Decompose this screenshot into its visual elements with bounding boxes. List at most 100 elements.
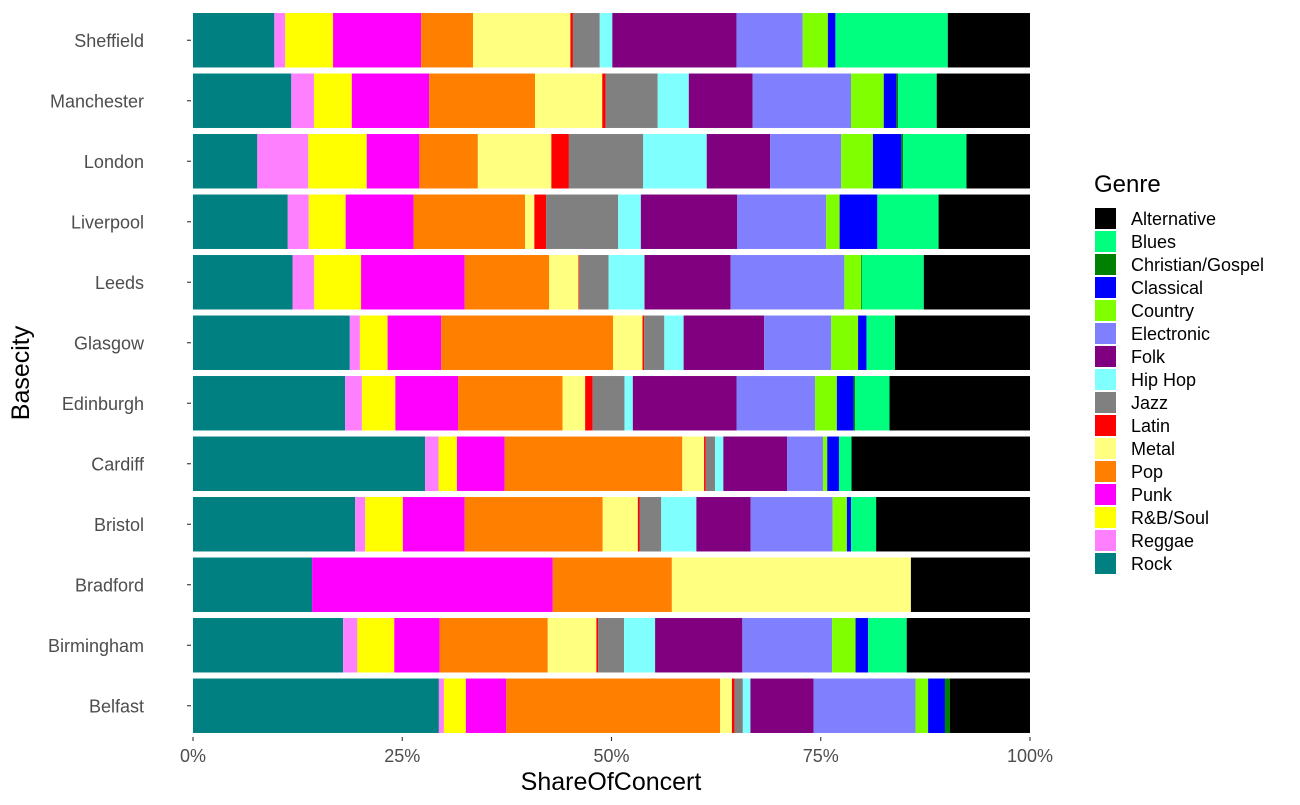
legend-key-metal xyxy=(1095,438,1116,459)
bar-row-glasgow xyxy=(193,315,1030,370)
bar-segment-leeds-jazz xyxy=(579,255,609,310)
legend-label-folk: Folk xyxy=(1131,347,1166,367)
bar-segment-glasgow-hip-hop xyxy=(664,315,684,370)
bar-segment-leeds-blues xyxy=(861,255,924,310)
bar-segment-liverpool-folk xyxy=(640,194,738,249)
legend-key-folk xyxy=(1095,346,1116,367)
legend-key-reggae xyxy=(1095,530,1116,551)
bar-segment-bristol-country xyxy=(832,497,847,552)
bar-segment-edinburgh-jazz xyxy=(592,376,625,431)
bar-segment-sheffield-alternative xyxy=(947,13,1030,68)
bar-segment-edinburgh-metal xyxy=(562,376,586,431)
bar-segment-edinburgh-rock xyxy=(193,376,346,431)
bar-segment-manchester-hip-hop xyxy=(657,73,689,128)
bar-row-manchester xyxy=(193,73,1030,128)
bar-segment-sheffield-pop xyxy=(421,13,474,68)
legend-key-r-b-soul xyxy=(1095,507,1116,528)
bar-segment-glasgow-country xyxy=(831,315,859,370)
legend-item-folk: Folk xyxy=(1095,346,1166,367)
bar-segment-glasgow-jazz xyxy=(644,315,665,370)
bar-segment-birmingham-reggae xyxy=(343,618,358,673)
bar-segment-manchester-latin xyxy=(602,73,606,128)
legend-item-punk: Punk xyxy=(1095,484,1173,505)
bar-segment-glasgow-blues xyxy=(866,315,895,370)
legend-label-latin: Latin xyxy=(1131,416,1170,436)
legend-item-electronic: Electronic xyxy=(1095,323,1210,344)
legend-key-latin xyxy=(1095,415,1116,436)
bar-row-edinburgh xyxy=(193,376,1030,431)
bar-segment-bradford-metal xyxy=(671,557,911,612)
bar-segment-manchester-metal xyxy=(535,73,603,128)
legend-key-alternative xyxy=(1095,208,1116,229)
legend-key-country xyxy=(1095,300,1116,321)
bar-segment-cardiff-latin xyxy=(704,436,706,491)
bar-segment-leeds-rock xyxy=(193,255,293,310)
bar-segment-liverpool-jazz xyxy=(546,194,619,249)
bar-row-belfast xyxy=(193,678,1030,733)
bar-segment-edinburgh-country xyxy=(815,376,837,431)
bar-segment-bristol-electronic xyxy=(750,497,833,552)
legend-label-christian-gospel: Christian/Gospel xyxy=(1131,255,1264,275)
bar-segment-manchester-blues xyxy=(898,73,937,128)
legend-label-blues: Blues xyxy=(1131,232,1176,252)
bar-segment-belfast-alternative xyxy=(950,678,1030,733)
y-tick-label-edinburgh: Edinburgh xyxy=(62,394,144,414)
bar-segment-bristol-hip-hop xyxy=(661,497,697,552)
bar-segment-birmingham-pop xyxy=(439,618,548,673)
bar-segment-belfast-country xyxy=(915,678,929,733)
legend-label-classical: Classical xyxy=(1131,278,1203,298)
bar-segment-london-jazz xyxy=(568,134,644,189)
legend-key-classical xyxy=(1095,277,1116,298)
bar-segment-glasgow-pop xyxy=(441,315,614,370)
legend-label-metal: Metal xyxy=(1131,439,1175,459)
bar-segment-sheffield-metal xyxy=(473,13,571,68)
bar-segment-leeds-latin xyxy=(578,255,580,310)
bar-segment-manchester-r-b-soul xyxy=(314,73,352,128)
bar-segment-birmingham-country xyxy=(832,618,856,673)
bar-segment-birmingham-alternative xyxy=(906,618,1030,673)
bar-segment-belfast-rock xyxy=(193,678,439,733)
bars-layer xyxy=(193,13,1030,733)
bar-segment-london-blues xyxy=(903,134,967,189)
bar-segment-london-hip-hop xyxy=(643,134,707,189)
bar-segment-bristol-punk xyxy=(402,497,465,552)
legend-key-punk xyxy=(1095,484,1116,505)
x-tick-label-3: 75% xyxy=(803,746,839,766)
x-tick-label-2: 50% xyxy=(593,746,629,766)
legend-label-r-b-soul: R&B/Soul xyxy=(1131,508,1209,528)
bar-segment-edinburgh-reggae xyxy=(345,376,362,431)
bar-segment-cardiff-pop xyxy=(504,436,683,491)
legend-item-alternative: Alternative xyxy=(1095,208,1216,229)
bar-segment-manchester-christian-gospel xyxy=(896,73,899,128)
bar-segment-edinburgh-blues xyxy=(855,376,890,431)
bar-segment-bristol-folk xyxy=(696,497,751,552)
bar-segment-belfast-folk xyxy=(750,678,814,733)
bar-segment-manchester-alternative xyxy=(936,73,1030,128)
bar-segment-leeds-folk xyxy=(644,255,731,310)
bar-segment-glasgow-folk xyxy=(683,315,765,370)
bar-segment-bradford-rock xyxy=(193,557,313,612)
legend-item-r-b-soul: R&B/Soul xyxy=(1095,507,1209,528)
bar-segment-edinburgh-latin xyxy=(585,376,593,431)
y-tick-label-bradford: Bradford xyxy=(75,575,144,595)
bar-segment-bristol-metal xyxy=(602,497,638,552)
bar-segment-belfast-jazz xyxy=(734,678,743,733)
bar-segment-leeds-pop xyxy=(464,255,550,310)
legend-label-jazz: Jazz xyxy=(1131,393,1168,413)
bar-segment-birmingham-metal xyxy=(547,618,597,673)
legend-key-hip-hop xyxy=(1095,369,1116,390)
legend-key-jazz xyxy=(1095,392,1116,413)
y-axis: Sheffield Manchester London Liverpool Leeds G… xyxy=(48,31,191,716)
legend-key-christian-gospel xyxy=(1095,254,1116,275)
bar-segment-sheffield-rock xyxy=(193,13,275,68)
x-tick-label-0: 0% xyxy=(180,746,206,766)
legend-item-rock: Rock xyxy=(1095,553,1173,574)
bar-segment-manchester-jazz xyxy=(605,73,658,128)
bar-segment-belfast-pop xyxy=(506,678,721,733)
legend-label-hip-hop: Hip Hop xyxy=(1131,370,1196,390)
y-tick-label-bristol: Bristol xyxy=(94,515,144,535)
y-tick-label-manchester: Manchester xyxy=(50,91,144,111)
x-axis: 0% 25% 50% 75% 100% xyxy=(180,737,1053,766)
legend: Genre Alternative Blues Christian/Gospel Cl… xyxy=(1094,171,1264,574)
